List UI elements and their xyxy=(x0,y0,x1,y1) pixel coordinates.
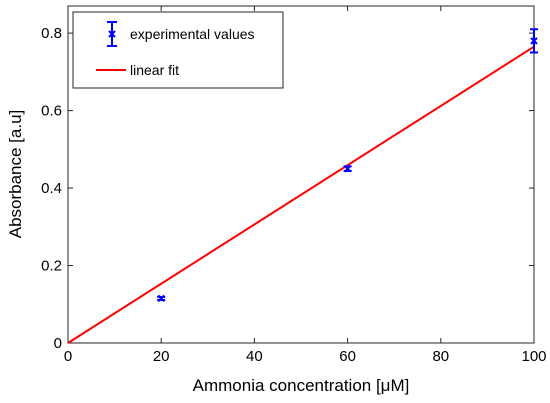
data-point xyxy=(530,28,538,54)
y-tick-label: 0.2 xyxy=(41,258,62,275)
legend-label-experimental: experimental values xyxy=(130,26,255,42)
fit-layer xyxy=(67,45,535,344)
y-tick-label: 0.6 xyxy=(41,103,62,120)
x-tick-label: 0 xyxy=(64,348,72,365)
legend: experimental values linear fit xyxy=(72,11,284,89)
fit-line xyxy=(67,45,535,344)
data-point xyxy=(343,164,352,173)
data-point xyxy=(157,294,166,303)
x-tick-label: 80 xyxy=(432,348,449,365)
legend-box xyxy=(72,11,284,89)
x-tick-label: 40 xyxy=(246,348,263,365)
points-layer xyxy=(157,28,538,303)
point-marker xyxy=(343,164,352,173)
x-axis-title: Ammonia concentration [μM] xyxy=(193,376,410,395)
ticks: 0 20 40 60 80 100 0 0.2 0.4 0.6 0.8 xyxy=(41,6,547,365)
y-tick-label: 0 xyxy=(54,335,62,352)
y-tick-label: 0.4 xyxy=(41,180,62,197)
x-tick-label: 100 xyxy=(521,348,546,365)
x-tick-label: 20 xyxy=(153,348,170,365)
point-marker xyxy=(530,37,538,45)
y-tick-label: 0.8 xyxy=(41,25,62,42)
legend-errorbar-swatch xyxy=(107,21,117,47)
y-axis-title: Absorbance [a.u] xyxy=(6,110,25,239)
x-tick-label: 60 xyxy=(339,348,356,365)
legend-label-fit: linear fit xyxy=(130,62,179,78)
point-marker xyxy=(157,294,165,303)
